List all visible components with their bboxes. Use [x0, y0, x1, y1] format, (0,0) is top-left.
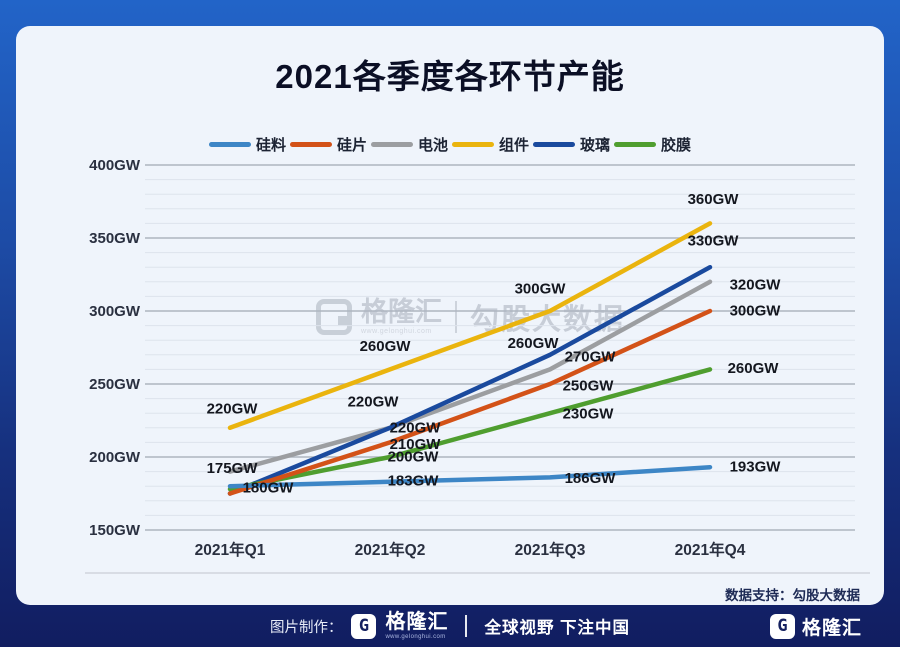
- series-line-胶膜: [227, 367, 713, 492]
- data-label-电池-q2: 220GW: [348, 393, 400, 410]
- y-axis-labels: 400GW 350GW 300GW 250GW 200GW 150GW: [89, 157, 141, 539]
- bottom-bar-right-brand: G 格隆汇: [769, 605, 862, 647]
- svg-text:150GW: 150GW: [89, 522, 141, 539]
- legend-line-swatch: [533, 142, 576, 147]
- data-label-硅料-q3: 186GW: [565, 470, 617, 487]
- legend-label: 硅片: [336, 137, 367, 154]
- data-label-硅料-q4: 193GW: [730, 459, 782, 476]
- legend-item-硅料: 硅料: [208, 134, 286, 155]
- series-line-硅料: [227, 464, 713, 489]
- svg-text:300GW: 300GW: [89, 303, 141, 320]
- logo-letter: G: [777, 616, 788, 636]
- legend-item-电池: 电池: [370, 134, 448, 155]
- made-by-label: 图片制作：: [269, 619, 343, 636]
- legend-label: 组件: [499, 137, 530, 154]
- svg-text:2021年Q3: 2021年Q3: [515, 540, 586, 559]
- data-label-硅片-q4: 300GW: [730, 303, 782, 320]
- legend-line-swatch: [614, 142, 657, 147]
- legend-label: 玻璃: [580, 137, 611, 154]
- legend-label: 电池: [417, 137, 448, 154]
- svg-text:350GW: 350GW: [89, 230, 141, 247]
- gelonghui-logo-icon: G: [769, 613, 795, 639]
- legend-line-swatch: [370, 142, 413, 147]
- legend-label: 硅料: [255, 137, 286, 154]
- series-line-组件: [227, 221, 713, 431]
- data-label-硅片-q1: 175GW: [207, 460, 259, 477]
- data-label-玻璃-q3: 270GW: [565, 348, 617, 365]
- series-line-硅片: [227, 308, 713, 496]
- chart-legend: 硅料 硅片 电池 组件 玻璃 胶膜: [16, 134, 884, 155]
- svg-text:400GW: 400GW: [89, 157, 141, 174]
- brand-site: www.gelonghui.com: [385, 634, 446, 640]
- brand-slogan: 全球视野 下注中国: [484, 619, 631, 637]
- legend-item-胶膜: 胶膜: [614, 134, 691, 155]
- svg-text:2021年Q4: 2021年Q4: [675, 540, 746, 559]
- bottom-bar: 图片制作： G 格隆汇 www.gelonghui.com 全球视野 下注中国 …: [0, 605, 900, 647]
- data-label-胶膜-q2: 200GW: [388, 449, 440, 466]
- data-label-硅料-q1: 180GW: [243, 480, 295, 497]
- data-labels: 180GW 183GW 186GW 193GW 175GW 210GW 250GW 300GW…: [207, 191, 782, 497]
- series-line-电池: [227, 279, 713, 474]
- series-line-玻璃: [227, 264, 713, 496]
- data-label-组件-q4: 360GW: [688, 191, 740, 208]
- chart-title: 2021各季度各环节产能: [275, 58, 625, 95]
- legend-line-swatch: [452, 142, 494, 147]
- data-label-胶膜-q4: 260GW: [728, 360, 780, 377]
- bottom-bar-divider: [465, 615, 468, 637]
- data-label-硅料-q2: 183GW: [388, 472, 440, 489]
- data-label-组件-q3: 300GW: [515, 281, 567, 298]
- data-label-胶膜-q3: 230GW: [563, 406, 615, 423]
- legend-line-swatch: [289, 142, 332, 147]
- data-label-玻璃-q2: 220GW: [390, 419, 442, 436]
- data-label-电池-q3: 260GW: [508, 335, 560, 352]
- brand-name: 格隆汇: [385, 611, 449, 633]
- chart-card: 2021各季度各环节产能 硅料 硅片 电池 组件 玻: [16, 26, 884, 605]
- data-label-硅片-q2: 210GW: [390, 436, 442, 453]
- data-label-玻璃-q4: 330GW: [688, 233, 740, 250]
- legend-item-硅片: 硅片: [289, 134, 367, 155]
- svg-text:250GW: 250GW: [89, 376, 141, 393]
- svg-text:200GW: 200GW: [89, 449, 141, 466]
- data-label-组件-q2: 260GW: [360, 338, 412, 355]
- svg-text:2021年Q2: 2021年Q2: [355, 540, 426, 559]
- brand-name: 格隆汇: [801, 617, 862, 639]
- data-label-组件-q1: 220GW: [207, 400, 259, 417]
- data-label-电池-q4: 320GW: [730, 276, 782, 293]
- data-support-note: 数据支持：勾股大数据: [725, 588, 860, 603]
- gridlines: [145, 164, 855, 531]
- legend-line-swatch: [208, 142, 251, 147]
- logo-letter: G: [358, 616, 370, 636]
- series-lines: [227, 221, 713, 496]
- legend-label: 胶膜: [661, 137, 692, 154]
- legend-item-玻璃: 玻璃: [533, 134, 610, 155]
- data-label-硅片-q3: 250GW: [563, 378, 615, 395]
- legend-item-组件: 组件: [452, 134, 529, 155]
- gelonghui-logo-icon: G: [351, 613, 377, 639]
- svg-text:2021年Q1: 2021年Q1: [195, 540, 266, 559]
- x-axis-labels: 2021年Q1 2021年Q2 2021年Q3 2021年Q4: [195, 540, 746, 559]
- footer-divider: [85, 572, 870, 574]
